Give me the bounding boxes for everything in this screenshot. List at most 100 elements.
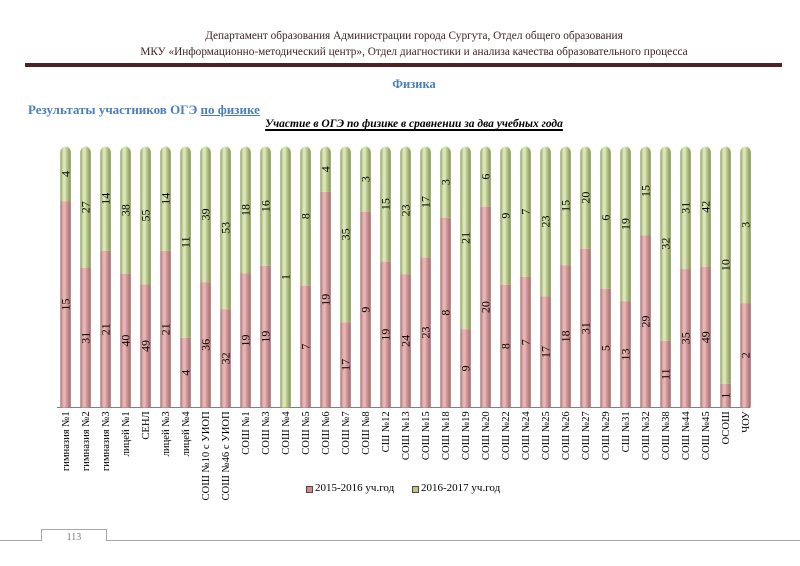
svg-text:53: 53: [219, 222, 233, 234]
svg-text:СОШ №5: СОШ №5: [301, 411, 312, 454]
svg-text:9: 9: [499, 213, 513, 219]
svg-text:31: 31: [579, 322, 593, 334]
svg-text:14: 14: [99, 193, 113, 205]
svg-text:8: 8: [439, 310, 453, 316]
svg-text:9: 9: [359, 307, 373, 313]
svg-text:31: 31: [79, 332, 93, 344]
svg-text:17: 17: [339, 359, 353, 371]
svg-text:гимназия №3: гимназия №3: [101, 411, 112, 471]
svg-text:21: 21: [459, 232, 473, 244]
svg-text:20: 20: [479, 301, 493, 313]
svg-text:49: 49: [139, 340, 153, 352]
svg-text:СОШ №25: СОШ №25: [541, 411, 552, 460]
svg-text:3: 3: [439, 179, 453, 185]
svg-text:36: 36: [199, 339, 213, 351]
svg-text:19: 19: [319, 294, 333, 306]
svg-text:СОШ №46 с УИОП: СОШ №46 с УИОП: [221, 411, 232, 501]
svg-text:11: 11: [659, 368, 673, 380]
svg-text:4: 4: [319, 166, 333, 172]
svg-text:лицей №3: лицей №3: [161, 411, 172, 456]
svg-text:гимназия №2: гимназия №2: [81, 411, 92, 471]
svg-text:СШ №12: СШ №12: [381, 411, 392, 452]
svg-text:СОШ №10 с УИОП: СОШ №10 с УИОП: [201, 411, 212, 501]
svg-text:1: 1: [719, 393, 733, 399]
svg-text:15: 15: [59, 298, 73, 310]
svg-text:20: 20: [579, 192, 593, 204]
svg-text:17: 17: [539, 346, 553, 358]
svg-text:32: 32: [659, 238, 673, 250]
svg-text:8: 8: [299, 213, 313, 219]
svg-text:СОШ №1: СОШ №1: [241, 411, 252, 454]
svg-text:СОШ №19: СОШ №19: [461, 411, 472, 460]
svg-text:39: 39: [199, 208, 213, 220]
svg-text:СОШ №3: СОШ №3: [261, 411, 272, 454]
svg-text:СШ №31: СШ №31: [621, 411, 632, 452]
svg-text:2: 2: [739, 352, 753, 358]
svg-text:4: 4: [59, 171, 73, 177]
svg-text:24: 24: [399, 335, 413, 347]
svg-text:13: 13: [619, 348, 633, 360]
svg-text:19: 19: [379, 329, 393, 341]
svg-text:7: 7: [519, 339, 533, 345]
svg-text:ОСОШ: ОСОШ: [721, 411, 732, 444]
svg-text:35: 35: [339, 228, 353, 240]
svg-text:СОШ №13: СОШ №13: [401, 411, 412, 460]
svg-text:лицей №4: лицей №4: [181, 411, 192, 457]
svg-text:лицей №1: лицей №1: [121, 411, 132, 456]
svg-text:СОШ №20: СОШ №20: [481, 411, 492, 460]
svg-text:СОШ №8: СОШ №8: [361, 411, 372, 454]
svg-text:6: 6: [479, 174, 493, 180]
svg-text:23: 23: [539, 216, 553, 228]
svg-text:СОШ №15: СОШ №15: [421, 411, 432, 460]
svg-text:6: 6: [599, 215, 613, 221]
svg-text:СОШ №22: СОШ №22: [501, 411, 512, 460]
svg-text:СОШ №29: СОШ №29: [601, 411, 612, 460]
svg-text:17: 17: [419, 196, 433, 208]
svg-text:7: 7: [299, 344, 313, 350]
svg-text:СЕНЛ: СЕНЛ: [141, 411, 152, 439]
svg-text:18: 18: [239, 204, 253, 216]
svg-text:23: 23: [399, 204, 413, 216]
svg-text:9: 9: [459, 365, 473, 371]
svg-text:СОШ №44: СОШ №44: [681, 411, 692, 460]
svg-text:СОШ №4: СОШ №4: [281, 411, 292, 455]
svg-text:40: 40: [119, 335, 133, 347]
svg-text:55: 55: [139, 210, 153, 222]
svg-text:31: 31: [679, 202, 693, 214]
svg-text:ЧОУ: ЧОУ: [741, 411, 752, 433]
svg-text:4: 4: [179, 370, 193, 376]
svg-text:СОШ №38: СОШ №38: [661, 411, 672, 460]
svg-text:СОШ №24: СОШ №24: [521, 411, 532, 460]
svg-text:21: 21: [99, 323, 113, 335]
svg-text:СОШ №18: СОШ №18: [441, 411, 452, 460]
svg-text:СОШ №7: СОШ №7: [341, 411, 352, 454]
svg-text:16: 16: [259, 200, 273, 212]
svg-text:14: 14: [159, 193, 173, 205]
svg-text:29: 29: [639, 315, 653, 327]
svg-text:7: 7: [519, 209, 533, 215]
svg-text:СОШ №45: СОШ №45: [701, 411, 712, 460]
svg-text:42: 42: [699, 201, 713, 213]
svg-text:СОШ №32: СОШ №32: [641, 411, 652, 460]
svg-text:3: 3: [359, 176, 373, 182]
svg-text:49: 49: [699, 331, 713, 343]
svg-text:гимназия №1: гимназия №1: [61, 411, 72, 471]
svg-text:15: 15: [379, 198, 393, 210]
svg-text:3: 3: [739, 222, 753, 228]
svg-text:СОШ №27: СОШ №27: [581, 411, 592, 460]
svg-text:8: 8: [499, 343, 513, 349]
svg-text:СОШ №26: СОШ №26: [561, 411, 572, 460]
svg-text:38: 38: [119, 204, 133, 216]
svg-text:15: 15: [559, 200, 573, 212]
svg-text:15: 15: [639, 185, 653, 197]
svg-text:11: 11: [179, 236, 193, 248]
svg-text:21: 21: [159, 323, 173, 335]
svg-text:18: 18: [559, 330, 573, 342]
svg-text:23: 23: [419, 326, 433, 338]
svg-text:5: 5: [599, 345, 613, 351]
svg-text:19: 19: [619, 218, 633, 230]
svg-text:10: 10: [719, 259, 733, 271]
svg-text:19: 19: [259, 331, 273, 343]
svg-text:35: 35: [679, 332, 693, 344]
svg-text:19: 19: [239, 334, 253, 346]
